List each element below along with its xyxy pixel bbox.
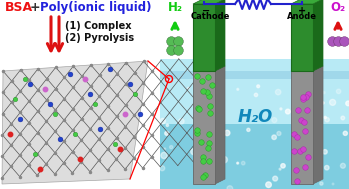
Circle shape <box>166 124 169 126</box>
Circle shape <box>309 137 312 140</box>
Circle shape <box>332 183 334 185</box>
Text: Anode: Anode <box>287 12 317 21</box>
Text: −: − <box>202 6 210 16</box>
Circle shape <box>237 162 239 164</box>
Polygon shape <box>215 0 225 71</box>
Circle shape <box>164 148 166 150</box>
Circle shape <box>178 119 184 124</box>
Circle shape <box>221 156 228 163</box>
Circle shape <box>323 91 325 94</box>
Text: (2) Pyrolysis: (2) Pyrolysis <box>65 33 134 43</box>
Circle shape <box>272 135 276 139</box>
Text: BSA: BSA <box>5 1 33 14</box>
Polygon shape <box>291 0 323 4</box>
Circle shape <box>346 101 349 106</box>
Circle shape <box>324 116 326 119</box>
Circle shape <box>272 118 277 123</box>
Circle shape <box>343 131 347 136</box>
Circle shape <box>322 102 324 104</box>
Text: H₂: H₂ <box>168 1 183 14</box>
Polygon shape <box>193 66 225 71</box>
Circle shape <box>161 152 167 159</box>
Polygon shape <box>193 0 225 4</box>
Text: Cathode: Cathode <box>190 12 230 21</box>
Circle shape <box>216 94 217 95</box>
Bar <box>160 124 349 189</box>
Bar <box>160 71 349 79</box>
Circle shape <box>277 131 281 136</box>
Circle shape <box>266 182 272 187</box>
Polygon shape <box>2 61 148 184</box>
Bar <box>193 4 215 71</box>
Circle shape <box>247 128 250 132</box>
Bar <box>193 71 215 184</box>
Circle shape <box>197 87 203 93</box>
Circle shape <box>325 118 329 122</box>
Text: H₂O: H₂O <box>237 108 273 126</box>
Text: +: + <box>30 1 40 14</box>
Circle shape <box>206 139 210 143</box>
Circle shape <box>279 168 281 170</box>
Circle shape <box>336 89 341 94</box>
Circle shape <box>208 92 213 96</box>
Circle shape <box>222 145 224 147</box>
Circle shape <box>254 93 258 97</box>
Circle shape <box>320 182 323 185</box>
Circle shape <box>285 109 290 114</box>
Circle shape <box>224 130 230 136</box>
Bar <box>160 59 349 124</box>
Text: (1) Complex: (1) Complex <box>65 21 132 31</box>
Circle shape <box>302 98 307 104</box>
Circle shape <box>311 172 315 176</box>
Text: O₂: O₂ <box>331 1 346 14</box>
Text: Poly(ionic liquid): Poly(ionic liquid) <box>40 1 151 14</box>
Circle shape <box>281 164 285 168</box>
Circle shape <box>198 169 203 174</box>
Polygon shape <box>215 66 225 184</box>
Bar <box>291 71 313 184</box>
Circle shape <box>273 176 277 181</box>
Circle shape <box>311 145 318 151</box>
Circle shape <box>216 83 220 87</box>
Circle shape <box>275 89 281 95</box>
Circle shape <box>170 146 173 149</box>
Circle shape <box>207 161 209 163</box>
Circle shape <box>314 101 317 104</box>
Circle shape <box>341 116 345 120</box>
Circle shape <box>237 88 239 90</box>
Polygon shape <box>313 66 323 184</box>
Polygon shape <box>291 66 323 71</box>
Polygon shape <box>313 0 323 71</box>
Circle shape <box>325 165 329 170</box>
Circle shape <box>194 87 199 91</box>
Circle shape <box>191 148 197 155</box>
Circle shape <box>280 108 282 110</box>
Circle shape <box>298 124 302 128</box>
Circle shape <box>329 99 336 105</box>
Circle shape <box>311 116 316 120</box>
Circle shape <box>242 161 245 165</box>
Circle shape <box>165 131 169 135</box>
Bar <box>291 4 313 71</box>
Circle shape <box>257 85 260 88</box>
Circle shape <box>323 149 327 154</box>
Circle shape <box>160 166 165 171</box>
Circle shape <box>296 163 298 166</box>
Circle shape <box>188 87 190 89</box>
Circle shape <box>160 118 165 124</box>
Circle shape <box>340 163 346 168</box>
Circle shape <box>227 186 233 189</box>
Text: +: + <box>298 6 306 16</box>
